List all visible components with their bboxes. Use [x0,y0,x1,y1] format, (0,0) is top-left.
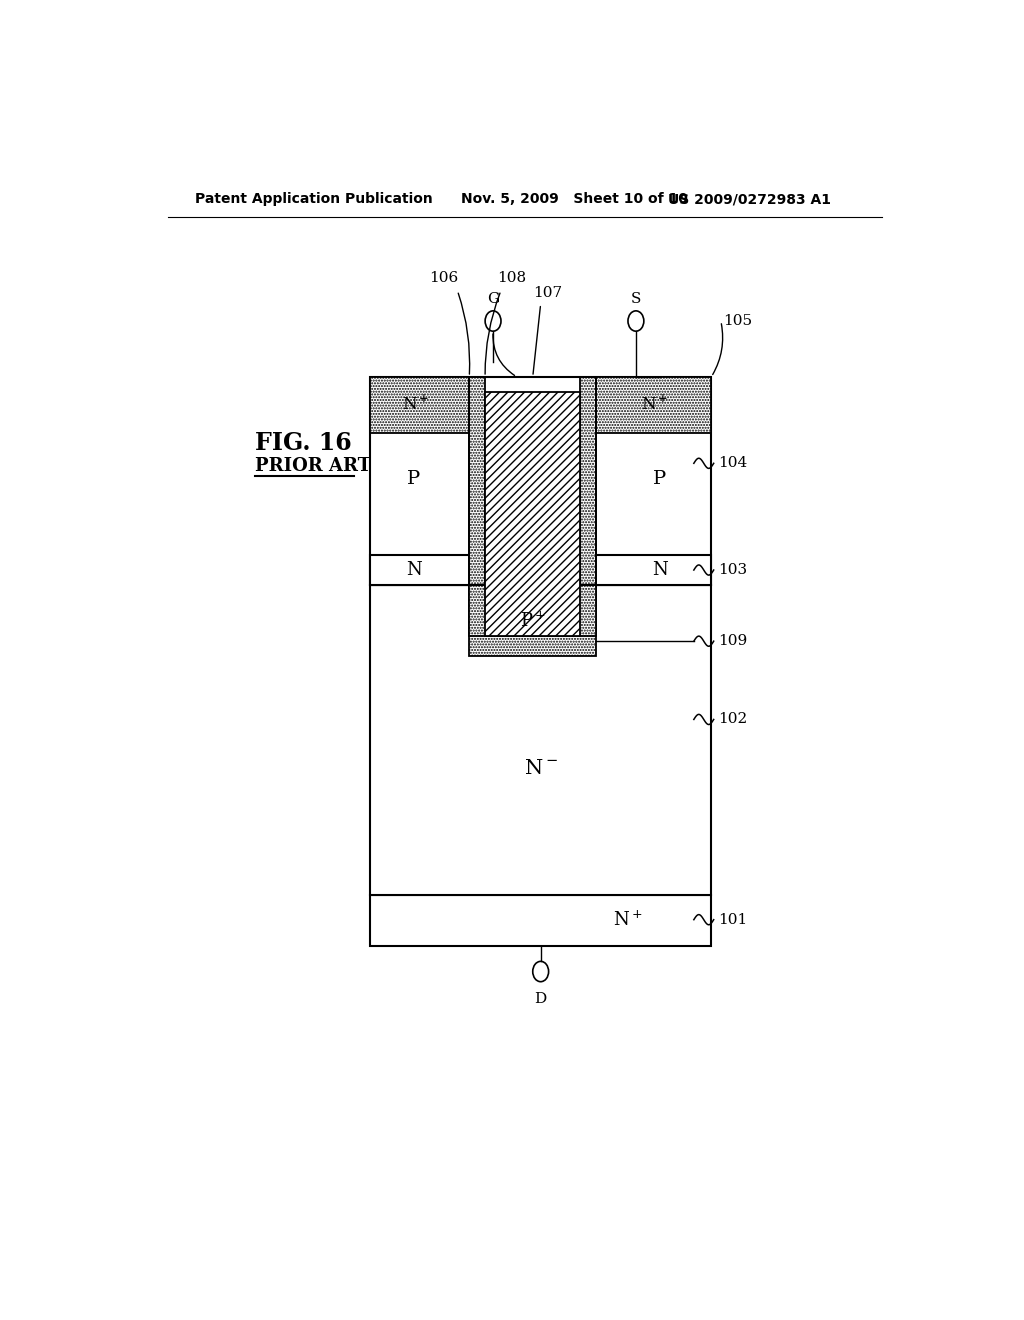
Bar [469,585,596,656]
Text: 103: 103 [718,564,746,577]
Text: 104: 104 [718,457,746,470]
Text: P$^+$: P$^+$ [520,611,546,631]
Bar [581,378,596,585]
Bar [370,378,469,433]
Text: N$^+$: N$^+$ [613,909,643,929]
Text: Nov. 5, 2009   Sheet 10 of 10: Nov. 5, 2009 Sheet 10 of 10 [461,191,688,206]
Text: 105: 105 [723,314,753,329]
Text: 107: 107 [532,285,562,300]
Text: P: P [653,470,667,487]
Bar [370,895,712,946]
Text: N$^+$: N$^+$ [641,395,669,414]
Text: Patent Application Publication: Patent Application Publication [196,191,433,206]
Text: 102: 102 [718,713,746,726]
Text: FIG. 16: FIG. 16 [255,432,351,455]
Text: 108: 108 [497,272,526,285]
Text: PRIOR ART: PRIOR ART [255,457,371,475]
Text: D: D [535,991,547,1006]
Text: P: P [408,470,420,487]
Text: N$^+$: N$^+$ [401,395,429,414]
Bar [370,378,712,585]
Bar [370,585,712,895]
Bar [596,378,712,433]
Bar [469,378,485,585]
Bar [485,392,581,636]
Text: 106: 106 [429,272,459,285]
Bar [469,378,596,585]
Text: N: N [652,561,668,579]
Text: 101: 101 [718,912,746,927]
Bar [370,554,712,585]
Text: 109: 109 [718,634,746,648]
Text: US 2009/0272983 A1: US 2009/0272983 A1 [668,191,830,206]
Text: N: N [406,561,422,579]
Text: S: S [631,292,641,306]
Bar [469,585,596,636]
Text: N$^-$: N$^-$ [523,759,558,777]
Text: G: G [487,292,499,306]
